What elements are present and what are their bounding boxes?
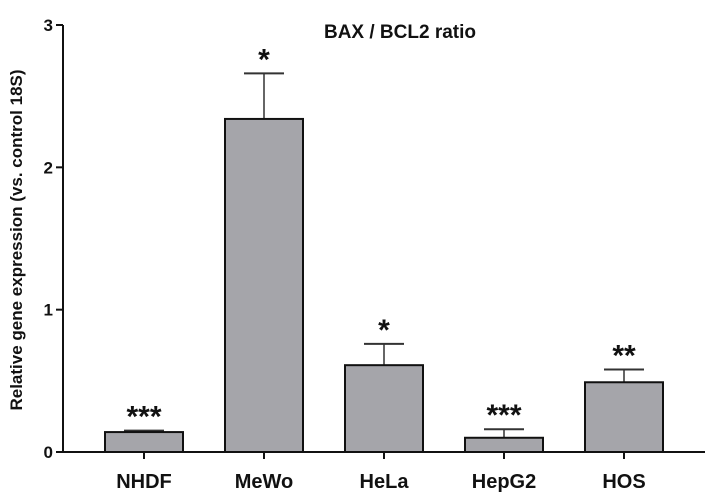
bar-rect [104,431,184,453]
bars: NHDF *** MeWo * HeLa * HepG2 *** HOS ** [104,43,664,493]
y-tick-label: 0 [44,443,53,462]
chart-title: BAX / BCL2 ratio [324,22,476,43]
significance-marker: *** [486,399,521,432]
x-tick-label: HOS [602,471,645,493]
y-tick-label: 2 [44,158,53,177]
bar-hos: HOS ** [584,339,664,493]
significance-marker: * [258,43,270,76]
y-tick-label: 3 [44,16,53,35]
bar-rect [224,117,304,453]
bar-rect [584,381,664,453]
significance-marker: * [378,314,390,347]
bar-mewo: MeWo * [224,43,304,493]
x-tick-label: HepG2 [472,471,536,493]
bar-nhdf: NHDF *** [104,401,184,493]
x-tick-label: HeLa [360,471,410,493]
x-tick-label: MeWo [235,471,294,493]
significance-marker: *** [126,401,161,434]
significance-marker: ** [612,339,636,372]
y-tick-label: 1 [44,301,53,320]
bar-rect [464,436,544,453]
x-tick-label: NHDF [116,471,172,493]
bar-hela: HeLa * [344,314,424,493]
bar-rect [344,364,424,453]
bar-hepg2: HepG2 *** [464,399,544,493]
y-axis-label: Relative gene expression (vs. control 18… [7,69,26,410]
